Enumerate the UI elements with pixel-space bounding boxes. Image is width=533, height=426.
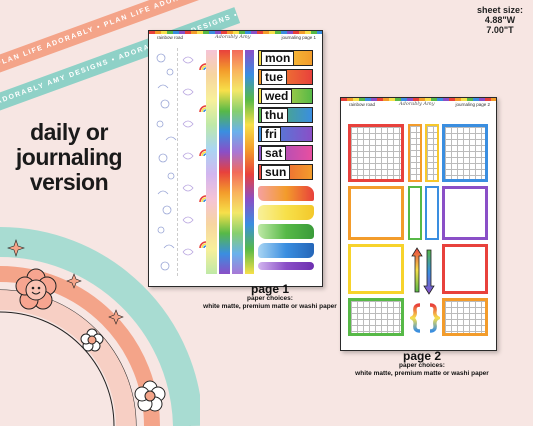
page1-caption: page 1 paper choices: white matte, premi… — [200, 283, 340, 311]
page1-header-right: journaling page 1 — [281, 35, 316, 40]
page2-logo: Adorably Amy — [399, 101, 435, 107]
paint-swatch — [258, 243, 314, 258]
day-text: sun — [261, 165, 291, 180]
blank-box-purple — [442, 186, 488, 240]
page2-header-left: rainbow road — [349, 102, 376, 107]
header-stripe — [149, 31, 322, 34]
page1-paper-title: paper choices: — [247, 295, 293, 302]
page1-paper-options: white matte, premium matte or washi pape… — [203, 303, 337, 310]
day-label-sat: sat — [258, 145, 313, 161]
sticker-sheet-page2: rainbow road Adorably Amy journaling pag… — [340, 97, 497, 351]
headline-line3: version — [29, 169, 109, 195]
headline-line2: journaling — [15, 144, 123, 170]
rainbow-washi-strip — [245, 50, 254, 274]
grid-strip-yellow — [425, 124, 439, 182]
headline-line1: daily or — [30, 119, 108, 145]
page2-paper-title: paper choices: — [399, 362, 445, 369]
grid-box-green — [348, 298, 404, 336]
rainbow-arc-illustration — [0, 227, 200, 426]
doodle-pattern — [156, 53, 177, 271]
page1-logo: Adorably Amy — [215, 34, 251, 40]
day-label-tue: tue — [258, 69, 313, 85]
blank-box-yellow — [348, 244, 404, 294]
grid-box-blue — [442, 124, 488, 182]
page2-paper-options: white matte, premium matte or washi pape… — [355, 370, 489, 377]
day-label-mon: mon — [258, 50, 313, 66]
sheet-size-height: 7.00"T — [486, 25, 514, 35]
flower-icon — [80, 328, 104, 352]
flower-icon — [134, 380, 166, 412]
page1-label: page 1 — [250, 282, 289, 296]
day-label-fri: fri — [258, 126, 313, 142]
smiley-flower-icon — [15, 268, 57, 310]
blank-strip-green — [408, 186, 422, 240]
day-label-sun: sun — [258, 164, 313, 180]
doodle-strip — [155, 48, 178, 276]
day-text: sat — [261, 146, 287, 161]
sparkle-icon — [7, 239, 124, 325]
sheet-size: sheet size: 4.88"W 7.00"T — [477, 5, 523, 35]
paint-swatch — [258, 205, 314, 220]
rainbow-washi-strip — [219, 50, 230, 274]
up-down-arrows-icon — [411, 247, 435, 295]
sheet-size-width: 4.88"W — [484, 15, 516, 25]
header-stripe — [341, 98, 496, 101]
blank-box-red — [442, 244, 488, 294]
day-text: tue — [261, 70, 287, 85]
brackets-icon — [410, 303, 440, 333]
hearts-pattern — [182, 56, 194, 256]
page2-label: page 2 — [402, 349, 441, 363]
rainbow-washi-strip — [206, 50, 217, 274]
day-label-thu: thu — [258, 107, 313, 123]
paint-swatch — [258, 186, 314, 201]
paint-swatch — [258, 224, 314, 239]
headline: daily or journaling version — [10, 120, 128, 195]
grid-strip-orange — [408, 124, 422, 182]
day-text: mon — [261, 51, 295, 66]
page2-header-right: journaling page 2 — [455, 102, 490, 107]
grid-box-orange — [442, 298, 488, 336]
grid-box-red — [348, 124, 404, 182]
sheet-size-label: sheet size: — [476, 5, 523, 15]
page1-header-left: rainbow road — [157, 35, 184, 40]
paint-swatch — [258, 262, 314, 270]
day-label-wed: wed — [258, 88, 313, 104]
blank-strip-blue — [425, 186, 439, 240]
page2-caption: page 2 paper choices: white matte, premi… — [352, 350, 492, 378]
day-text: fri — [261, 127, 281, 142]
doodle-strip — [178, 48, 198, 276]
rainbow-washi-strip — [232, 50, 243, 274]
day-text: thu — [261, 108, 288, 123]
blank-box-orange — [348, 186, 404, 240]
day-text: wed — [261, 89, 293, 104]
